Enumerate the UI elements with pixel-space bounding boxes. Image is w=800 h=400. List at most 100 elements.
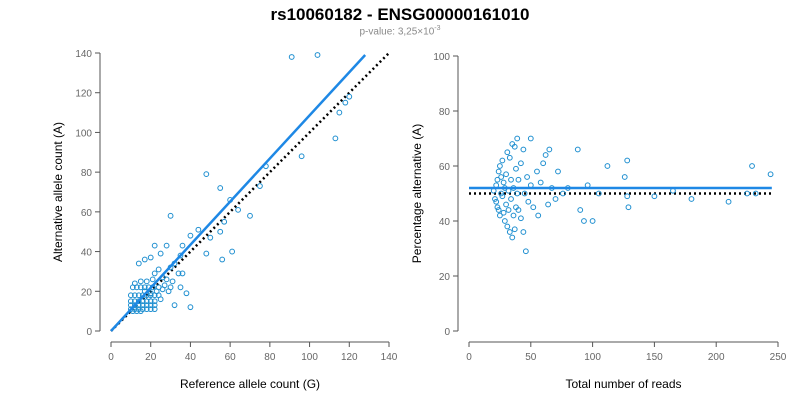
- right-data-point: [595, 190, 602, 197]
- left-data-point: [155, 284, 162, 291]
- left-x-tick-label: 0: [108, 352, 114, 363]
- right-x-axis-title: Total number of reads: [565, 377, 681, 391]
- right-data-point: [498, 190, 505, 197]
- left-x-tick-label: 120: [341, 352, 358, 363]
- right-data-point: [520, 146, 527, 153]
- right-data-point: [589, 218, 596, 224]
- right-data-point: [509, 234, 516, 241]
- left-data-point: [141, 256, 148, 263]
- left-data-point: [143, 278, 150, 285]
- right-data-point: [515, 176, 522, 183]
- left-data-point: [288, 54, 295, 60]
- right-data-point: [537, 179, 544, 186]
- left-y-tick-label: 40: [81, 248, 93, 259]
- left-data-point: [143, 302, 150, 309]
- right-y-axis-title: Percentage alternative (A): [410, 124, 424, 263]
- left-data-point: [147, 302, 154, 309]
- right-data-point: [604, 163, 611, 169]
- left-data-point: [169, 278, 176, 285]
- left-data-point: [203, 171, 210, 178]
- left-data-point: [137, 278, 144, 285]
- left-data-point: [161, 282, 168, 289]
- right-y-tick-label: 100: [433, 52, 450, 63]
- right-data-point: [574, 146, 581, 153]
- left-y-tick-label: 100: [75, 128, 92, 139]
- left-y-tick-label: 140: [75, 49, 92, 60]
- left-data-point: [137, 308, 144, 315]
- right-data-point: [515, 207, 522, 213]
- left-data-point: [141, 284, 148, 291]
- right-data-point: [501, 218, 508, 224]
- right-x-tick-label: 150: [646, 352, 663, 363]
- left-data-point: [163, 276, 170, 283]
- right-data-point: [499, 193, 506, 200]
- right-data-point: [520, 229, 527, 235]
- right-data-point: [493, 198, 500, 205]
- right-data-point: [518, 160, 524, 167]
- right-data-point: [625, 204, 632, 211]
- left-data-point: [167, 212, 174, 219]
- right-data-point: [752, 190, 759, 197]
- left-data-point: [177, 284, 184, 291]
- left-data-point: [139, 298, 146, 305]
- right-data-point: [511, 143, 518, 150]
- left-x-tick-label: 80: [264, 352, 276, 363]
- right-data-point: [514, 190, 521, 197]
- right-data-point: [525, 198, 532, 205]
- right-data-point: [495, 168, 502, 175]
- left-data-point: [217, 185, 224, 191]
- right-data-point: [527, 135, 534, 142]
- left-data-point: [137, 284, 144, 291]
- left-data-point: [219, 256, 226, 263]
- left-data-point: [221, 218, 228, 225]
- right-data-point: [514, 135, 521, 142]
- right-data-point: [552, 196, 559, 202]
- right-data-point: [624, 193, 631, 200]
- left-x-axis-title: Reference allele count (G): [180, 377, 320, 391]
- left-data-point: [163, 242, 170, 249]
- right-data-point: [499, 157, 506, 164]
- right-data-point: [504, 223, 511, 230]
- left-data-point: [157, 296, 164, 303]
- left-data-point: [177, 252, 184, 259]
- right-data-point: [767, 171, 774, 178]
- right-x-tick-label: 50: [525, 352, 537, 363]
- left-fit-line: [110, 54, 367, 332]
- left-data-point: [207, 234, 214, 241]
- left-data-point: [183, 290, 190, 297]
- chart-title: rs10060182 - ENSG00000161010: [270, 5, 530, 24]
- right-data-point: [555, 168, 561, 175]
- right-data-point: [624, 157, 631, 164]
- left-data-point: [147, 306, 154, 313]
- right-x-tick-label: 0: [466, 352, 472, 363]
- right-data-point: [540, 160, 547, 167]
- right-x-tick-label: 200: [708, 352, 725, 363]
- left-y-tick-label: 60: [81, 208, 93, 219]
- left-data-point: [203, 250, 210, 257]
- left-data-point: [165, 288, 172, 295]
- chart-subtitle: p-value: 3,25×10-3: [0, 25, 800, 37]
- right-data-point: [492, 196, 498, 202]
- right-data-point: [508, 196, 514, 202]
- left-data-point: [143, 306, 150, 313]
- right-data-point: [522, 248, 529, 255]
- left-data-point: [135, 298, 142, 305]
- p-value-exponent: -3: [434, 25, 441, 32]
- left-x-tick-label: 60: [225, 352, 237, 363]
- left-x-tick-label: 20: [145, 352, 157, 363]
- left-data-point: [235, 206, 241, 213]
- left-data-point: [229, 248, 236, 255]
- right-y-tick-label: 20: [439, 272, 451, 283]
- right-data-point: [513, 165, 519, 172]
- left-data-point: [257, 183, 263, 189]
- left-data-point: [298, 153, 305, 160]
- right-data-point: [524, 174, 530, 180]
- left-data-point: [151, 270, 158, 277]
- left-data-point: [175, 270, 182, 277]
- left-data-point: [332, 135, 339, 142]
- right-y-tick-label: 80: [439, 107, 451, 118]
- right-data-point: [500, 179, 507, 186]
- right-data-point: [651, 193, 658, 200]
- right-data-point: [621, 174, 628, 180]
